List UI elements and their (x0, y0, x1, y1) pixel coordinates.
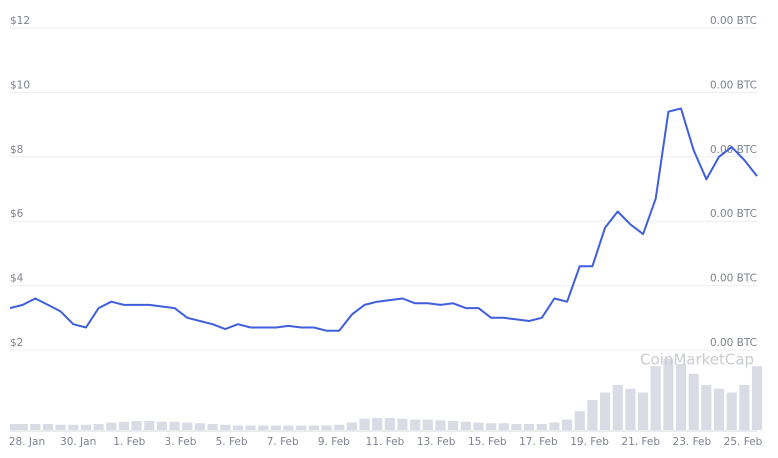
volume-bar (182, 422, 193, 430)
volume-bar (270, 425, 281, 430)
volume-bar (536, 424, 547, 430)
volume-bar (486, 423, 497, 430)
x-tick-label: 28. Jan (9, 436, 45, 448)
x-tick-label: 30. Jan (60, 436, 96, 448)
volume-bar (283, 425, 294, 430)
volume-bar (68, 424, 79, 430)
volume-bar (524, 424, 535, 430)
volume-bar (55, 424, 66, 430)
volume-bar (448, 421, 459, 430)
volume-bar (473, 422, 484, 430)
x-tick-label: 17. Feb (519, 436, 558, 448)
volume-bar (131, 421, 142, 430)
x-tick-label: 25. Feb (724, 436, 763, 448)
volume-bar (346, 422, 357, 430)
volume-bar (296, 425, 307, 430)
volume-bar (245, 425, 256, 430)
volume-bar (650, 366, 661, 430)
volume-bar (410, 419, 421, 430)
volume-bar (511, 424, 522, 430)
volume-bar (637, 392, 649, 430)
volume-bar (118, 421, 130, 430)
volume-bar (612, 385, 623, 430)
volume-bar (321, 425, 332, 430)
volume-bar (93, 424, 104, 430)
volume-bar (144, 421, 155, 430)
volume-bar (713, 388, 725, 430)
volume-bar (600, 392, 611, 430)
x-tick-label: 11. Feb (366, 436, 405, 448)
x-tick-label: 15. Feb (468, 436, 507, 448)
x-tick-label: 9. Feb (318, 436, 350, 448)
volume-bar (587, 400, 598, 430)
volume-bar (574, 411, 585, 430)
x-tick-label: 23. Feb (673, 436, 712, 448)
volume-bar (498, 423, 509, 430)
y2-tick-label: 0.00 BTC (710, 273, 757, 285)
volume-bar (42, 424, 54, 430)
y-tick-label: $8 (10, 144, 23, 156)
y2-tick-label: 0.00 BTC (710, 15, 757, 27)
volume-bar (308, 425, 319, 430)
volume-bar (726, 392, 737, 430)
x-tick-label: 19. Feb (570, 436, 609, 448)
volume-bar (435, 420, 446, 430)
volume-bar (207, 424, 218, 430)
volume-bar (156, 421, 167, 430)
volume-bar (80, 424, 92, 430)
volume-bar (397, 418, 408, 430)
y-tick-label: $10 (10, 79, 30, 91)
volume-bar (675, 364, 687, 430)
volume-bar (17, 424, 28, 430)
x-tick-label: 7. Feb (267, 436, 299, 448)
x-tick-label: 5. Feb (216, 436, 248, 448)
volume-bar (549, 422, 560, 430)
y-tick-label: $2 (10, 337, 23, 349)
volume-bar (688, 373, 699, 430)
volume-bar (562, 419, 573, 430)
volume-bar (30, 424, 41, 430)
x-tick-label: 13. Feb (417, 436, 456, 448)
volume-bar (384, 418, 395, 430)
volume-bar (751, 366, 763, 430)
volume-bar (220, 424, 231, 430)
volume-bar (334, 424, 345, 430)
y2-tick-label: 0.00 BTC (710, 337, 757, 349)
volume-bar (194, 423, 205, 430)
x-tick-label: 1. Feb (113, 436, 145, 448)
volume-bar (258, 425, 269, 430)
volume-bar (106, 422, 117, 430)
volume-bar (169, 421, 180, 430)
volume-bar (422, 419, 433, 430)
y-tick-label: $4 (10, 273, 24, 285)
x-tick-label: 3. Feb (164, 436, 196, 448)
y2-tick-label: 0.00 BTC (710, 79, 757, 91)
volume-bar (232, 425, 243, 430)
volume-bar (625, 388, 636, 430)
y-tick-label: $12 (10, 15, 30, 27)
y-tick-label: $6 (10, 208, 24, 220)
volume-bar (663, 358, 674, 430)
watermark: CoinMarketCap (640, 351, 754, 369)
volume-bar (372, 418, 383, 430)
volume-bar (701, 385, 712, 430)
y2-tick-label: 0.00 BTC (710, 208, 757, 220)
x-tick-label: 21. Feb (621, 436, 660, 448)
volume-bar (739, 385, 750, 430)
volume-bar (460, 421, 471, 430)
volume-bar (10, 424, 21, 430)
price-line (9, 107, 758, 332)
volume-bar (359, 418, 370, 430)
